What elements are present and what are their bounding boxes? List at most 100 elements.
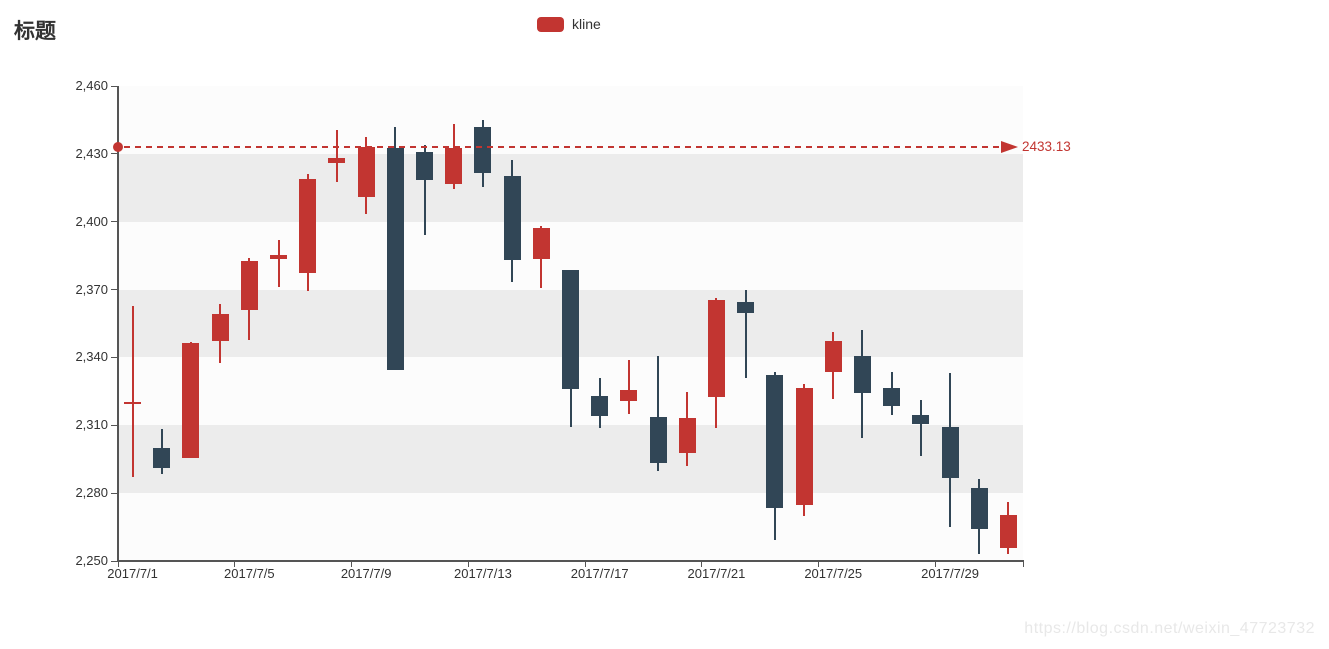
candle-lower-wick	[160, 467, 163, 475]
candle-body	[474, 126, 492, 173]
candle[interactable]	[153, 86, 171, 561]
candle-body	[562, 269, 579, 390]
y-axis-tick	[111, 289, 117, 291]
candle-body	[824, 341, 842, 372]
candle[interactable]	[824, 86, 842, 561]
candle[interactable]	[299, 86, 317, 561]
candle[interactable]	[853, 86, 871, 561]
candle-body	[649, 416, 667, 463]
candle[interactable]	[445, 86, 463, 561]
candle-upper-wick	[803, 384, 806, 389]
x-axis-tick	[467, 562, 469, 567]
candle[interactable]	[766, 86, 784, 561]
candle-upper-wick	[890, 371, 893, 389]
y-axis-tick	[111, 153, 117, 155]
split-area-band	[118, 493, 1023, 561]
candle-body	[503, 175, 521, 261]
candle-body	[386, 147, 404, 370]
candle-lower-wick	[627, 401, 630, 414]
candle-upper-wick	[949, 372, 952, 428]
candle[interactable]	[240, 86, 258, 561]
split-area-band	[118, 153, 1023, 222]
candle-body	[211, 314, 229, 342]
candle-lower-wick	[919, 423, 922, 456]
candle-lower-wick	[540, 259, 543, 289]
candle-body	[328, 158, 346, 164]
candle[interactable]	[386, 86, 404, 561]
split-area-band	[118, 425, 1023, 494]
candle[interactable]	[912, 86, 930, 561]
candle-upper-wick	[1007, 501, 1010, 516]
candle-upper-wick	[511, 160, 514, 176]
candle[interactable]	[737, 86, 755, 561]
candle-upper-wick	[861, 330, 864, 357]
candle-body	[707, 299, 725, 398]
candle-upper-wick	[627, 360, 630, 390]
y-axis-tick	[111, 492, 117, 494]
candle-body	[766, 375, 784, 509]
candle[interactable]	[883, 86, 901, 561]
candle[interactable]	[124, 86, 142, 561]
x-axis-tick	[117, 562, 119, 567]
chart-title: 标题	[14, 20, 56, 43]
candle-lower-wick	[715, 397, 718, 428]
candle[interactable]	[678, 86, 696, 561]
markline-dashed-line	[124, 145, 1001, 148]
candle-body	[970, 488, 988, 530]
candle-lower-wick	[511, 260, 514, 282]
candle[interactable]	[795, 86, 813, 561]
x-axis-tick	[934, 562, 936, 567]
x-axis-line	[117, 560, 1024, 562]
candle-upper-wick	[423, 145, 426, 153]
candle-upper-wick	[598, 378, 601, 396]
candle-lower-wick	[890, 405, 893, 415]
candle[interactable]	[649, 86, 667, 561]
candle[interactable]	[211, 86, 229, 561]
candle-upper-wick	[832, 331, 835, 342]
candle-body	[620, 389, 638, 402]
x-axis-tick	[351, 562, 353, 567]
candle[interactable]	[182, 86, 200, 561]
candle-lower-wick	[949, 478, 952, 528]
split-area-band	[118, 86, 1023, 154]
candle[interactable]	[532, 86, 550, 561]
candle-upper-wick	[481, 120, 484, 127]
candle[interactable]	[328, 86, 346, 561]
x-axis-label: 2017/7/17	[570, 566, 629, 581]
y-axis-tick	[111, 424, 117, 426]
candle[interactable]	[416, 86, 434, 561]
x-axis-label: 2017/7/1	[107, 566, 158, 581]
candle[interactable]	[970, 86, 988, 561]
candle-lower-wick	[423, 179, 426, 235]
candle-lower-wick	[832, 371, 835, 400]
kline-legend-swatch-icon	[537, 16, 564, 32]
x-axis-label: 2017/7/21	[687, 566, 746, 581]
candle-body	[912, 414, 930, 424]
candle-upper-wick	[773, 372, 776, 376]
y-axis-label: 2,460	[75, 78, 108, 93]
candle[interactable]	[707, 86, 725, 561]
candle-upper-wick	[189, 341, 192, 343]
candle[interactable]	[474, 86, 492, 561]
candle[interactable]	[999, 86, 1017, 561]
y-axis-tick	[111, 356, 117, 358]
legend-item-kline[interactable]: kline	[537, 16, 601, 32]
legend-label: kline	[572, 16, 601, 32]
candle[interactable]	[941, 86, 959, 561]
candle-lower-wick	[744, 313, 747, 379]
x-axis-tick	[818, 562, 820, 567]
candle[interactable]	[562, 86, 579, 561]
candle-upper-wick	[335, 130, 338, 159]
candle-upper-wick	[394, 127, 397, 148]
candle[interactable]	[357, 86, 375, 561]
candle-body	[591, 396, 609, 416]
y-axis-tick	[111, 85, 117, 87]
candle[interactable]	[620, 86, 638, 561]
candle[interactable]	[591, 86, 609, 561]
candle-lower-wick	[978, 529, 981, 554]
candle-lower-wick	[131, 404, 134, 477]
x-axis-label: 2017/7/9	[340, 566, 392, 581]
candle[interactable]	[270, 86, 288, 561]
candle[interactable]	[503, 86, 521, 561]
